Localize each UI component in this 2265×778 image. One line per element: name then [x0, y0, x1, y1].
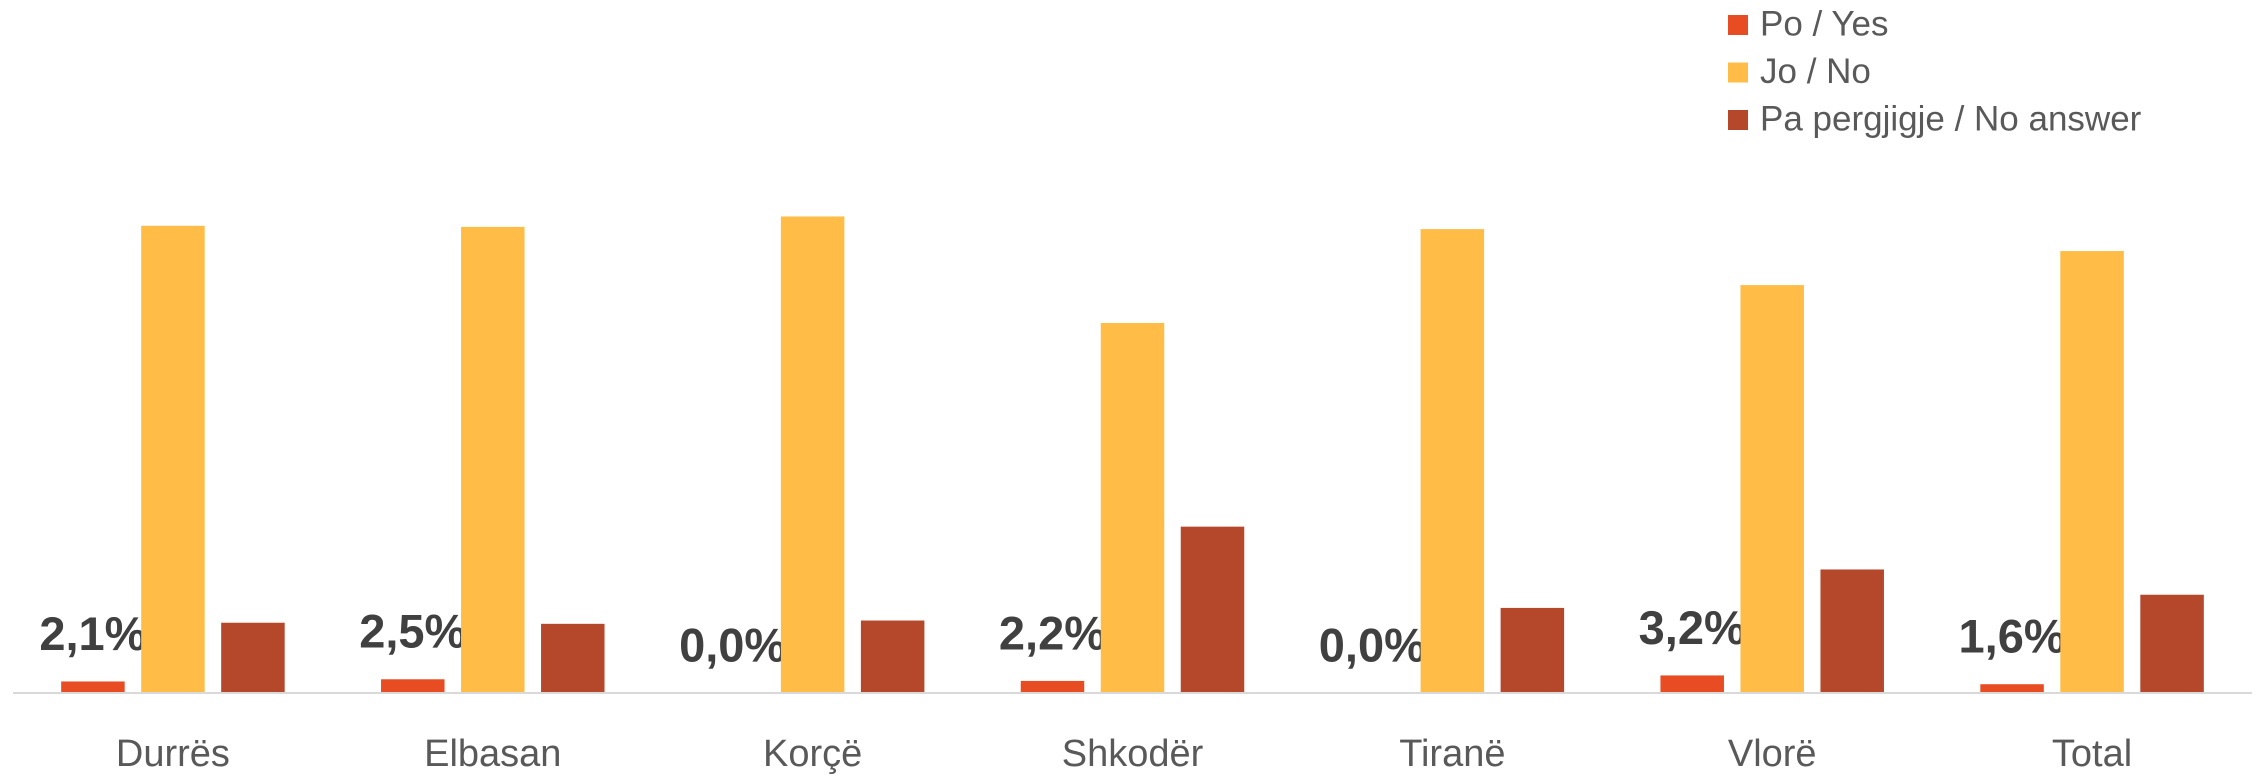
- bar: [1660, 675, 1724, 693]
- x-tick-label: Elbasan: [424, 733, 561, 775]
- bar: [1020, 680, 1085, 693]
- data-label: 2,1%: [39, 607, 146, 660]
- bar: [461, 226, 525, 694]
- legend-label: Po / Yes: [1760, 4, 1888, 43]
- x-tick-label: Tiranë: [1399, 733, 1505, 775]
- x-tick-label: Total: [2052, 733, 2132, 775]
- bar: [780, 216, 845, 693]
- bar: [1740, 285, 1804, 693]
- x-tick-label: Korçë: [763, 733, 862, 775]
- legend-label: Jo / No: [1760, 52, 1871, 91]
- legend-swatch: [1728, 62, 1748, 83]
- bar: [1180, 526, 1245, 693]
- data-label: 2,2%: [999, 606, 1106, 659]
- bar: [541, 623, 605, 693]
- bar: [1100, 322, 1165, 693]
- bar: [61, 681, 125, 693]
- bar: [860, 620, 925, 693]
- x-tick-label: Vlorë: [1728, 733, 1817, 775]
- bar: [141, 225, 205, 693]
- x-tick-label: Shkodër: [1062, 733, 1204, 775]
- data-label: 1,6%: [1959, 610, 2066, 663]
- legend-swatch: [1728, 15, 1748, 35]
- data-label: 0,0%: [1319, 618, 1426, 671]
- bar: [2060, 251, 2124, 693]
- data-label: 2,5%: [359, 605, 466, 658]
- bar: [221, 622, 285, 693]
- bar: [1980, 684, 2044, 693]
- legend-swatch: [1728, 110, 1748, 130]
- legend-label: Pa pergjigje / No answer: [1760, 99, 2142, 138]
- x-tick-label: Durrës: [116, 733, 230, 775]
- bar: [1820, 569, 1884, 693]
- bar: [1500, 607, 1565, 693]
- bar: [2140, 594, 2204, 693]
- bar: [381, 679, 445, 693]
- data-label: 0,0%: [679, 618, 786, 671]
- data-label: 3,2%: [1639, 601, 1746, 654]
- bar: [1420, 229, 1485, 693]
